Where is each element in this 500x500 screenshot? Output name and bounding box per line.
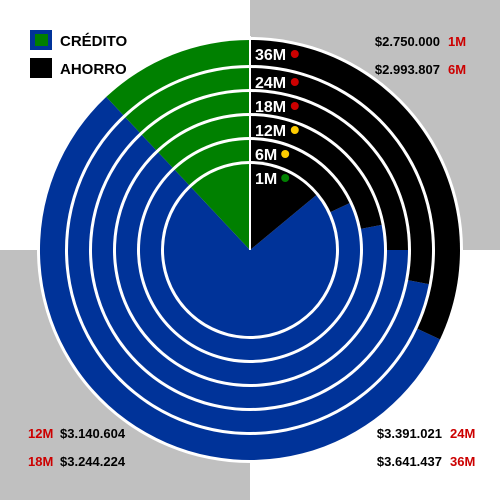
ring-dot-18m [290, 102, 299, 110]
legend-label-credito: CRÉDITO [60, 33, 128, 50]
ring-label-1m: 1M [255, 171, 277, 188]
value-24m: $3.391.021 [377, 426, 442, 441]
legend: CRÉDITO AHORRO [30, 30, 128, 78]
ring-labels: 1M 6M 12M 18M 24M 36M [255, 47, 299, 188]
slice-ahorro-1m [250, 164, 317, 250]
value-12m: $3.140.604 [60, 426, 126, 441]
legend-label-ahorro: AHORRO [60, 61, 127, 78]
corner-values-top-right: $2.750.000 1M $2.993.807 6M [375, 34, 466, 77]
value-1m: $2.750.000 [375, 34, 440, 49]
legend-swatch-ahorro [30, 58, 52, 78]
ring-dot-12m [290, 126, 299, 134]
ring-label-24m: 24M [255, 75, 286, 92]
corner-values-bottom-right: $3.391.021 24M $3.641.437 36M [377, 426, 475, 469]
ring-dot-1m [281, 174, 290, 182]
ring-label-6m: 6M [255, 147, 277, 164]
value-36m: $3.641.437 [377, 454, 442, 469]
legend-swatch-credito-inner [35, 34, 48, 46]
term-12m: 12M [28, 426, 53, 441]
corner-values-bottom-left: 12M $3.140.604 18M $3.244.224 [28, 426, 126, 469]
term-1m: 1M [448, 34, 466, 49]
term-18m: 18M [28, 454, 53, 469]
slice-base-1m [163, 187, 336, 337]
slice-credito-1m [191, 164, 250, 250]
term-6m: 6M [448, 62, 466, 77]
ring-label-36m: 36M [255, 47, 286, 64]
term-24m: 24M [450, 426, 475, 441]
ring-dot-36m [290, 50, 299, 58]
ring-slices [37, 36, 463, 463]
value-18m: $3.244.224 [60, 454, 126, 469]
ring-label-12m: 12M [255, 123, 286, 140]
value-6m: $2.993.807 [375, 62, 440, 77]
ring-label-18m: 18M [255, 99, 286, 116]
ring-dot-6m [281, 150, 290, 158]
ring-dot-24m [290, 78, 299, 86]
term-36m: 36M [450, 454, 475, 469]
